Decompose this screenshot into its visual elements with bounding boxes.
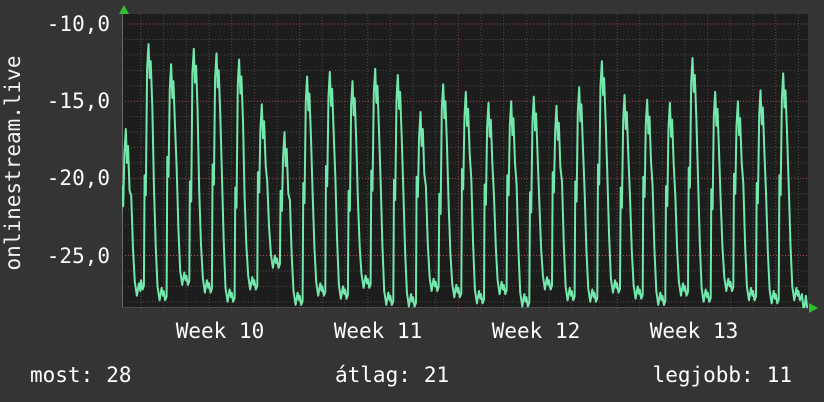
traffic-line-chart: [122, 14, 808, 312]
stat-average-value: 21: [423, 363, 450, 387]
stat-best: legjobb: 11: [653, 363, 792, 387]
y-tick-label: -10,0: [46, 12, 110, 37]
stat-current-label: most:: [30, 363, 94, 387]
y-tick-label: -25,0: [46, 243, 110, 268]
x-tick-label: Week 10: [175, 319, 265, 343]
grid-lines: [122, 14, 808, 312]
stat-best-label: legjobb:: [652, 363, 754, 387]
metric-series-line: [122, 43, 808, 309]
x-tick-label: Week 13: [649, 319, 739, 343]
x-tick-label: Week 11: [333, 319, 423, 343]
stat-average-label: átlag:: [335, 363, 411, 387]
x-axis-arrow-icon: [809, 303, 818, 313]
stat-average: átlag: 21: [335, 363, 449, 387]
stat-current: most: 28: [30, 363, 132, 387]
stat-best-value: 11: [766, 363, 792, 387]
y-tick-label: -15,0: [46, 89, 110, 114]
y-tick-label: -20,0: [46, 166, 110, 191]
y-axis-arrow-icon: [119, 5, 129, 14]
x-tick-label: Week 12: [491, 319, 581, 343]
y-axis-title: onlinestream.live: [1, 55, 25, 271]
stat-current-value: 28: [106, 363, 132, 387]
